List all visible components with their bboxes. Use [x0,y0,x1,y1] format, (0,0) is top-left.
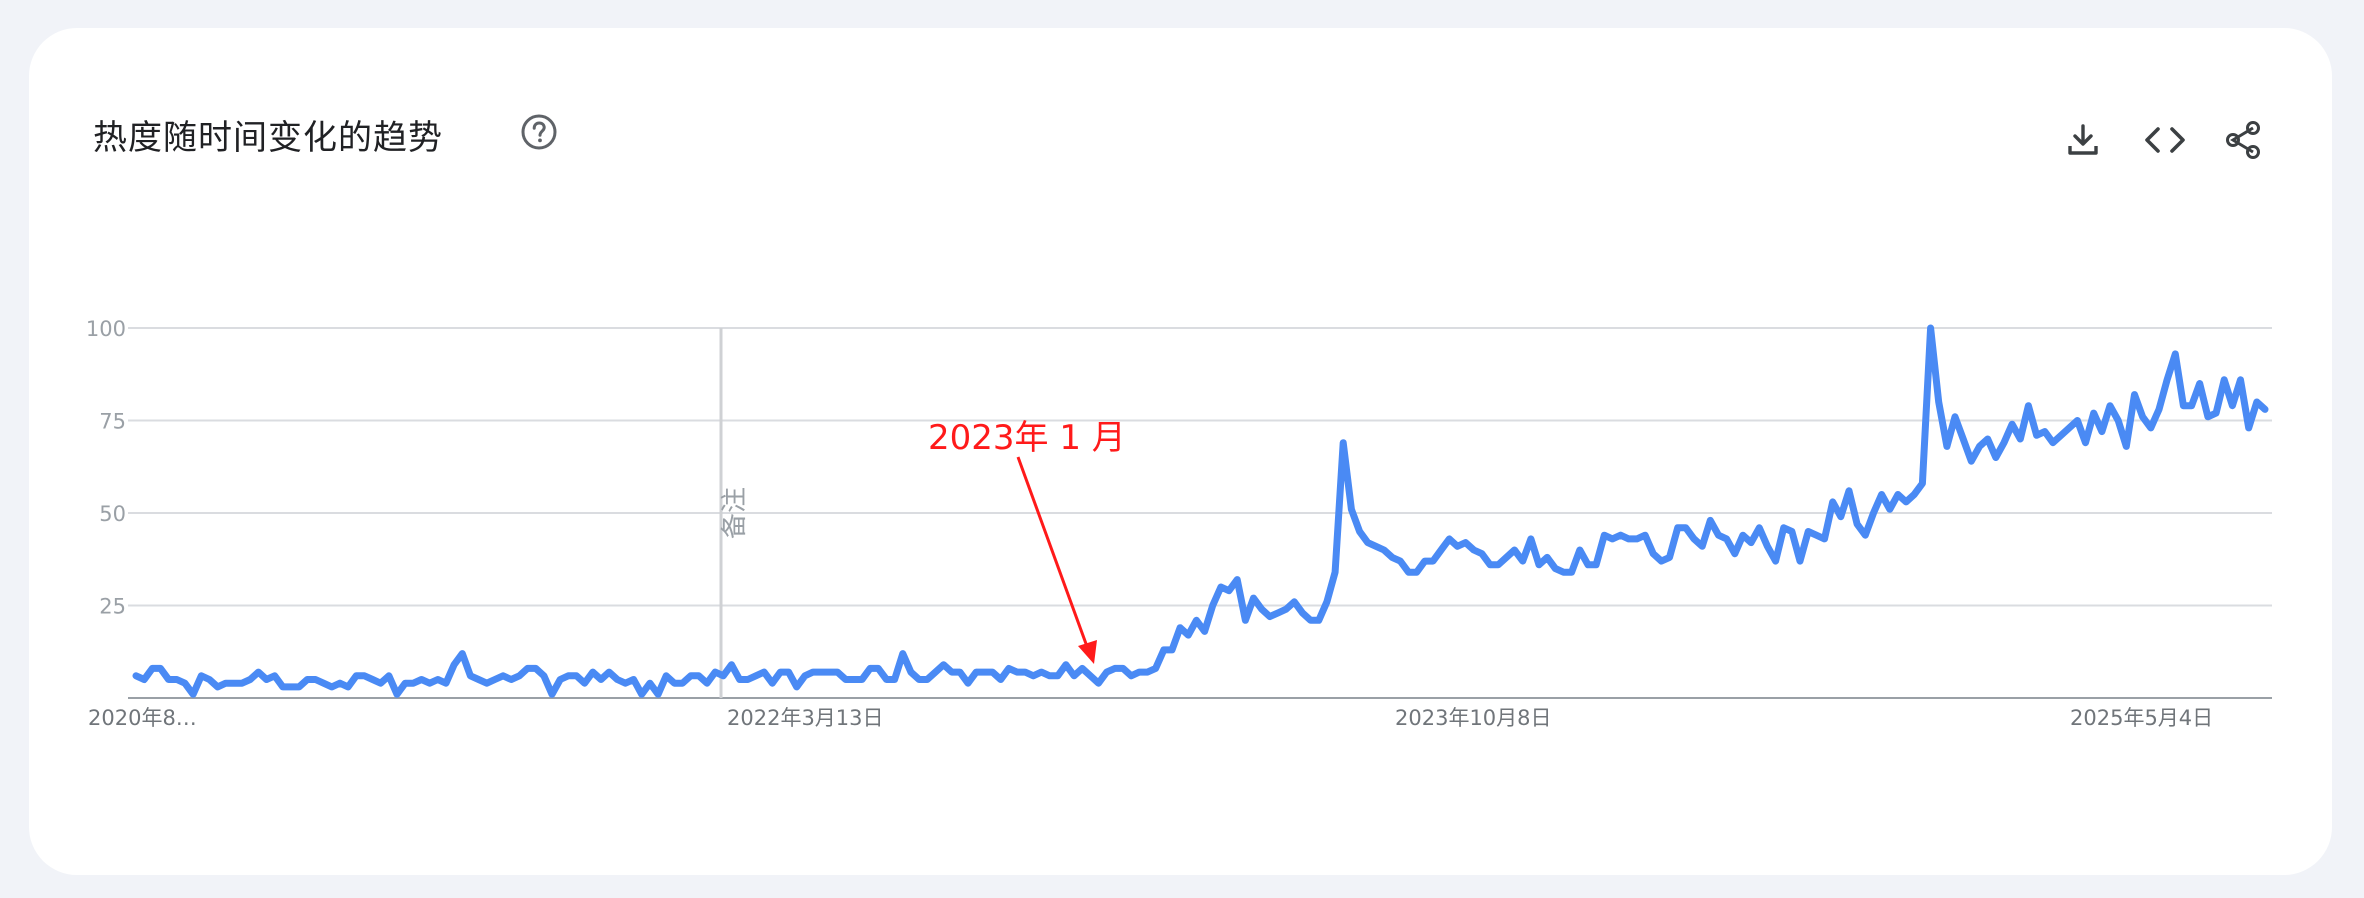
series-line [132,324,2269,698]
annotation-arrow-head [1078,640,1097,664]
note-layer: 备注 [719,328,750,698]
note-marker-label: 备注 [720,487,750,539]
y-tick-label: 25 [99,595,126,619]
share-icon [2226,121,2260,159]
y-tick-label: 75 [99,410,126,434]
x-tick-label: 2020年8… [88,706,197,730]
download-button[interactable] [2063,120,2103,160]
annotation-layer: 2023年 1 月 [928,418,1126,664]
x-axis-ticks: 2020年8… 2022年3月13日 2023年10月8日 2025年5月4日 [88,706,2213,730]
card-title: 热度随时间变化的趋势 [93,118,443,158]
x-tick-label: 2023年10月8日 [1395,706,1552,730]
share-button[interactable] [2223,120,2263,160]
line-layer [132,324,2269,698]
grid-layer: 25 50 75 100 [86,317,2272,699]
y-tick-label: 100 [86,317,126,341]
help-circle-icon[interactable] [521,114,557,150]
annotation-label: 2023年 1 月 [928,418,1126,458]
x-tick-label: 2022年3月13日 [727,706,884,730]
y-tick-label: 50 [99,502,126,526]
code-icon [2145,127,2185,153]
x-tick-label: 2025年5月4日 [2070,706,2213,730]
download-icon [2068,124,2098,155]
trend-card: 热度随时间变化的趋势 [29,28,2332,875]
embed-button[interactable] [2143,120,2187,160]
annotation-arrow-line [1016,456,1091,653]
